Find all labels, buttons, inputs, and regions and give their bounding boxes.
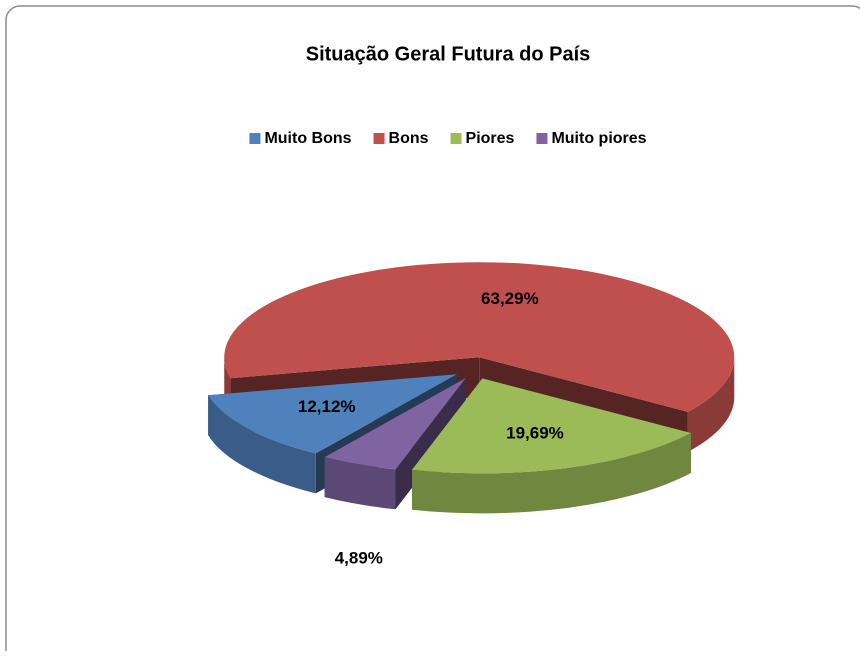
data-label: 4,89% bbox=[335, 549, 383, 568]
slice-outer-wall bbox=[687, 357, 735, 452]
slice-top bbox=[324, 377, 466, 470]
legend-swatch bbox=[536, 133, 548, 144]
slice bbox=[324, 377, 466, 510]
legend-swatch bbox=[373, 133, 385, 144]
slice-outer-wall bbox=[324, 457, 396, 510]
slice-top bbox=[224, 262, 735, 412]
legend-label: Muito Bons bbox=[264, 130, 351, 147]
slice-outer-wall bbox=[208, 395, 316, 494]
legend-swatch bbox=[249, 133, 261, 144]
legend-swatch bbox=[450, 133, 462, 144]
legend: Muito Bons Bons Piores Muito piores bbox=[249, 130, 647, 147]
legend-label: Muito piores bbox=[551, 130, 646, 147]
legend-label: Piores bbox=[466, 130, 515, 147]
legend-label: Bons bbox=[389, 130, 429, 147]
slice-top bbox=[208, 374, 457, 454]
data-label: 63,29% bbox=[481, 289, 539, 308]
slice-top bbox=[412, 378, 691, 474]
data-label: 12,12% bbox=[298, 397, 356, 416]
slice bbox=[412, 378, 691, 514]
data-label: 19,69% bbox=[506, 423, 564, 442]
slice-outer-wall bbox=[412, 433, 691, 514]
chart-title: Situação Geral Futura do País bbox=[306, 43, 591, 65]
